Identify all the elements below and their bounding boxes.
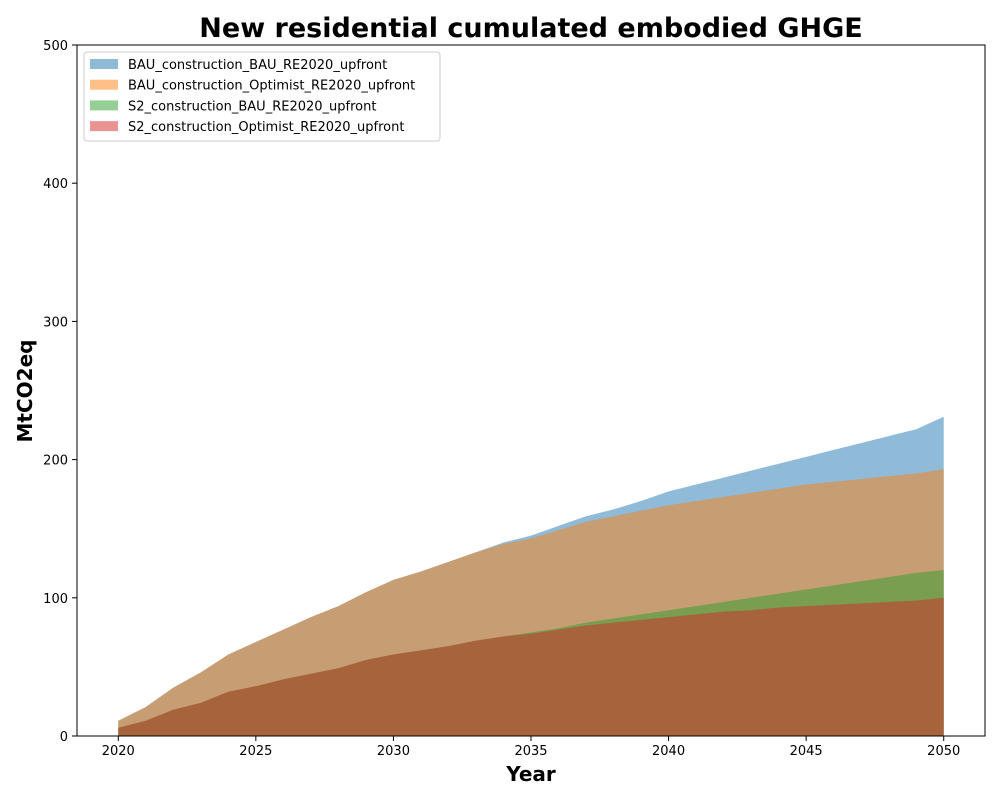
x-tick-label: 2045 [790,744,823,759]
plot-areas [118,416,944,736]
y-tick-label: 300 [43,315,68,330]
legend-swatch [90,59,118,69]
x-tick-label: 2030 [377,744,410,759]
legend-label: S2_construction_BAU_RE2020_upfront [128,99,376,114]
y-tick-label: 100 [43,592,68,607]
legend-label: BAU_construction_BAU_RE2020_upfront [128,58,387,73]
x-tick-label: 2040 [652,744,685,759]
y-tick-label: 500 [43,39,68,54]
y-tick-label: 0 [60,730,68,745]
x-tick-label: 2050 [927,744,960,759]
chart-title: New residential cumulated embodied GHGE [199,13,862,44]
legend-box [83,51,441,142]
y-axis-label: MtCO2eq [13,340,37,443]
y-tick-label: 200 [43,454,68,469]
legend-label: BAU_construction_Optimist_RE2020_upfront [128,79,415,94]
legend-swatch [90,100,118,111]
x-tick-label: 2025 [239,744,272,759]
y-axis-ticks: 0 100 200 300 400 500 [43,39,77,745]
area-series-4 [118,597,944,736]
y-tick-label: 400 [43,177,68,192]
legend-swatch [90,79,118,90]
x-tick-label: 2020 [102,744,135,759]
x-tick-label: 2035 [514,744,547,759]
x-axis-ticks: 2020 2025 2030 2035 2040 2045 2050 [102,736,960,759]
legend-label: S2_construction_Optimist_RE2020_upfront [128,120,404,135]
x-axis-label: Year [505,762,556,786]
legend-swatch [90,121,118,132]
legend: BAU_construction_BAU_RE2020_upfront BAU_c… [83,51,441,142]
